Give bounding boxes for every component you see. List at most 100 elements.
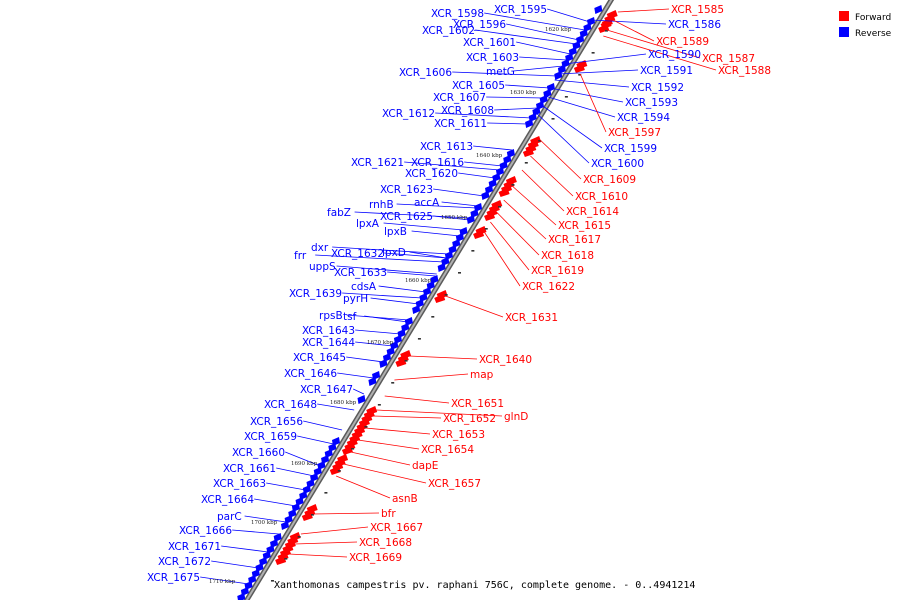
forward-callout-line bbox=[343, 463, 427, 484]
small-feature-mark bbox=[270, 580, 274, 582]
forward-gene-label: XCR_1654 bbox=[421, 444, 474, 456]
forward-gene-label: XCR_1610 bbox=[575, 191, 628, 203]
tick-label: 1710 kbp bbox=[209, 579, 236, 585]
reverse-callout-line bbox=[383, 222, 464, 231]
reverse-callout-line bbox=[211, 560, 259, 569]
forward-gene-arrow bbox=[395, 358, 407, 367]
small-feature-mark bbox=[351, 448, 355, 450]
forward-gene-label: XCR_1588 bbox=[718, 65, 771, 77]
forward-callout-line bbox=[606, 29, 701, 59]
forward-callout-line bbox=[300, 526, 369, 535]
reverse-callout-line bbox=[354, 211, 471, 219]
small-feature-mark bbox=[311, 514, 315, 516]
genome-backbone bbox=[243, 0, 615, 600]
forward-callout-line bbox=[503, 199, 547, 240]
small-feature-mark bbox=[364, 426, 368, 428]
reverse-gene-label: XCR_1607 bbox=[433, 92, 486, 104]
reverse-gene-label: XCR_1659 bbox=[244, 431, 297, 443]
forward-gene-label: XCR_1609 bbox=[583, 174, 636, 186]
reverse-callout-line bbox=[409, 251, 447, 259]
reverse-callout-line bbox=[433, 188, 485, 197]
reverse-gene-arrow bbox=[368, 377, 377, 386]
reverse-gene-label: XCR_1616 bbox=[411, 157, 464, 169]
forward-gene-label: XCR_1667 bbox=[370, 522, 423, 534]
small-feature-mark bbox=[431, 316, 435, 318]
reverse-gene-label: XCR_1594 bbox=[617, 112, 670, 124]
reverse-gene-arrow bbox=[412, 305, 421, 314]
reverse-callout-line bbox=[475, 29, 577, 45]
tick-label: 1700 kbp bbox=[251, 520, 278, 526]
reverse-callout-line bbox=[364, 315, 408, 323]
reverse-gene-label: XCR_1663 bbox=[213, 478, 266, 490]
reverse-callout-line bbox=[387, 271, 436, 277]
reverse-gene-label: uppS bbox=[309, 261, 336, 273]
forward-gene-label: XCR_1589 bbox=[656, 36, 709, 48]
reverse-callout-line bbox=[513, 65, 564, 72]
reverse-gene-label: XCR_1620 bbox=[405, 168, 458, 180]
small-feature-mark bbox=[564, 96, 568, 98]
reverse-callout-line bbox=[452, 71, 558, 77]
reverse-gene-label: tsf bbox=[343, 311, 357, 323]
reverse-callout-line bbox=[378, 285, 426, 293]
forward-gene-arrow bbox=[275, 556, 287, 565]
reverse-callout-line bbox=[332, 246, 449, 255]
tick-label: 1680 kbp bbox=[330, 400, 357, 406]
reverse-callout-line bbox=[297, 435, 334, 445]
reverse-gene-arrow bbox=[357, 395, 366, 404]
forward-callout-line bbox=[394, 373, 469, 381]
reverse-gene-arrow bbox=[594, 5, 603, 14]
reverse-callout-line bbox=[384, 252, 447, 259]
reverse-gene-label: XCR_1675 bbox=[147, 572, 200, 584]
forward-callout-line bbox=[384, 395, 450, 404]
small-feature-mark bbox=[471, 250, 475, 252]
forward-callout-line bbox=[617, 8, 670, 13]
tick-label: 1620 kbp bbox=[545, 27, 572, 33]
forward-gene-arrow bbox=[498, 188, 510, 197]
small-feature-mark bbox=[391, 382, 395, 384]
forward-gene-label: XCR_1597 bbox=[608, 127, 661, 139]
reverse-callout-line bbox=[396, 203, 477, 209]
reverse-callout-line bbox=[505, 84, 550, 89]
reverse-callout-line bbox=[591, 19, 667, 25]
forward-callout-line bbox=[445, 295, 504, 318]
reverse-callout-line bbox=[285, 451, 321, 467]
reverse-gene-label: frr bbox=[294, 250, 307, 262]
reverse-gene-label: metG bbox=[486, 66, 515, 78]
reverse-callout-line bbox=[317, 403, 355, 411]
reverse-gene-label: lpxB bbox=[384, 226, 407, 238]
forward-gene-label: XCR_1653 bbox=[432, 429, 485, 441]
reverse-callout-line bbox=[346, 356, 384, 363]
reverse-callout-line bbox=[484, 12, 586, 31]
forward-callout-line bbox=[496, 211, 540, 256]
reverse-callout-line bbox=[564, 53, 647, 65]
reverse-gene-label: XCR_1660 bbox=[232, 447, 285, 459]
reverse-gene-arrow bbox=[280, 521, 289, 530]
reverse-callout-line bbox=[549, 87, 624, 103]
reverse-gene-label: XCR_1645 bbox=[293, 352, 346, 364]
forward-gene-label: XCR_1587 bbox=[702, 53, 755, 65]
forward-gene-arrow bbox=[434, 294, 446, 303]
reverse-callout-line bbox=[355, 341, 394, 347]
forward-callout-line bbox=[376, 409, 503, 417]
reverse-gene-label: XCR_1621 bbox=[351, 157, 404, 169]
reverse-callout-line bbox=[534, 111, 590, 164]
forward-gene-label: glnD bbox=[504, 411, 528, 423]
small-feature-mark bbox=[284, 558, 288, 560]
small-feature-mark bbox=[551, 118, 555, 120]
reverse-gene-label: XCR_1586 bbox=[668, 19, 721, 31]
legend-reverse-label: Reverse bbox=[855, 29, 892, 39]
reverse-callout-line bbox=[519, 56, 567, 61]
tick-label: 1670 kbp bbox=[367, 340, 394, 346]
reverse-gene-label: XCR_1672 bbox=[158, 556, 211, 568]
reverse-gene-label: XCR_1612 bbox=[382, 108, 435, 120]
reverse-callout-line bbox=[232, 529, 279, 535]
reverse-callout-line bbox=[435, 112, 532, 119]
forward-callout-line bbox=[490, 221, 530, 271]
scale-ticks: 1620 kbp 1630 kbp 1640 kbp 1650 kbp 1660… bbox=[209, 27, 572, 585]
small-feature-mark bbox=[591, 52, 595, 54]
forward-callout-line bbox=[294, 541, 358, 545]
reverse-gene-label: XCR_1644 bbox=[302, 337, 355, 349]
small-feature-mark bbox=[417, 338, 421, 340]
reverse-gene-label: XCR_1601 bbox=[463, 37, 516, 49]
forward-gene-label: XCR_1652 bbox=[443, 413, 496, 425]
